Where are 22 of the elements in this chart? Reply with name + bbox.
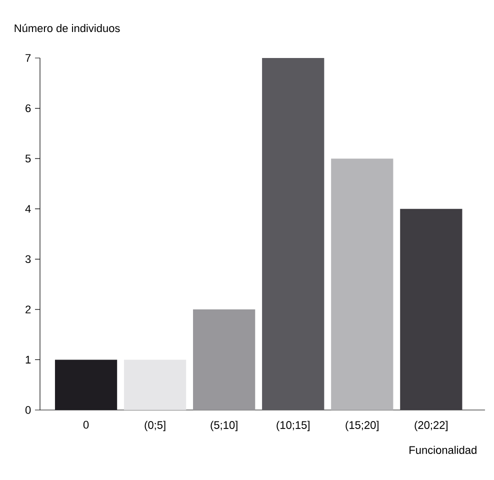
x-tick-label: (0;5] [144, 420, 166, 432]
x-tick-label: (15;20] [346, 420, 378, 432]
y-tick-label: 7 [26, 54, 31, 62]
x-tick-label: (5;10] [210, 420, 238, 432]
y-tick-label: 3 [25, 255, 31, 264]
x-tick-label: (10;15] [276, 420, 310, 432]
x-tick-label: (20;22] [414, 420, 448, 432]
y-tick-label: 1 [26, 356, 31, 364]
y-tick-label: 6 [26, 104, 31, 112]
bar [262, 58, 324, 410]
bar [124, 360, 186, 410]
y-axis-title: Número de individuos [14, 24, 120, 32]
y-tick-label: 2 [26, 306, 31, 314]
x-tick-label: 0 [83, 420, 89, 429]
y-tick-label: 4 [25, 205, 31, 213]
x-axis-title: Funcionalidad [410, 446, 476, 454]
bar [193, 309, 256, 410]
bar [400, 208, 462, 410]
y-tick-label: 5 [25, 154, 31, 162]
bar [331, 158, 394, 410]
bar [54, 360, 118, 410]
y-tick-label: 0 [25, 406, 31, 414]
